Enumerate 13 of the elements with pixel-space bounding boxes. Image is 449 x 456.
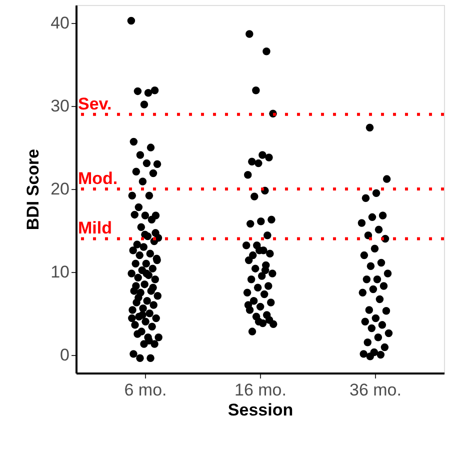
y-tick-label: 30 (50, 96, 70, 116)
y-axis-title: BDI Score (24, 148, 43, 230)
y-tick-label: 0 (60, 345, 70, 364)
ref-line-label: Mild (78, 218, 112, 238)
y-tick-label: 10 (50, 262, 70, 282)
x-axis-title: Session (228, 400, 294, 420)
x-tick-label: 36 mo. (350, 380, 402, 400)
x-tick-label: 6 mo. (124, 380, 167, 400)
ref-line-label: Sev. (78, 94, 112, 114)
x-tick-label: 16 mo. (234, 380, 286, 400)
y-tick-label: 40 (50, 14, 70, 33)
ref-line-label: Mod. (78, 169, 118, 188)
y-tick-label: 20 (50, 180, 70, 198)
